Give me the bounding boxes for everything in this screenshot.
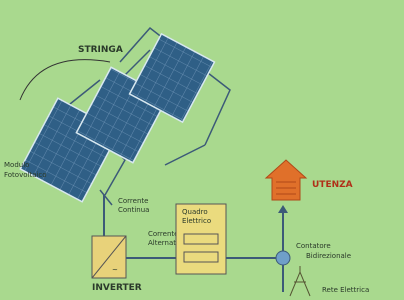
label-inverter: INVERTER — [92, 283, 142, 293]
label-stringa: STRINGA — [78, 45, 123, 55]
label-dc: Corrente — [118, 197, 148, 205]
label-contatore: Contatore — [296, 242, 331, 250]
label-ac: Corrente — [148, 230, 178, 238]
label-modulo: Modulo — [4, 161, 29, 169]
label-dc: Continua — [118, 206, 149, 214]
label-quadro: Quadro — [182, 208, 208, 216]
pv-diagram: STRINGA Modulo Fotovoltaico Corrente Con… — [0, 0, 404, 300]
label-ac: Alternata — [148, 239, 180, 247]
label-quadro: Elettrico — [182, 217, 211, 225]
inverter-symbol: ~ — [112, 266, 118, 274]
label-modulo: Fotovoltaico — [4, 171, 47, 179]
label-rete: Rete Elettrica — [322, 286, 369, 294]
label-utenza: UTENZA — [312, 180, 353, 190]
label-contatore: Bidirezionale — [306, 252, 351, 260]
meter — [276, 251, 290, 265]
